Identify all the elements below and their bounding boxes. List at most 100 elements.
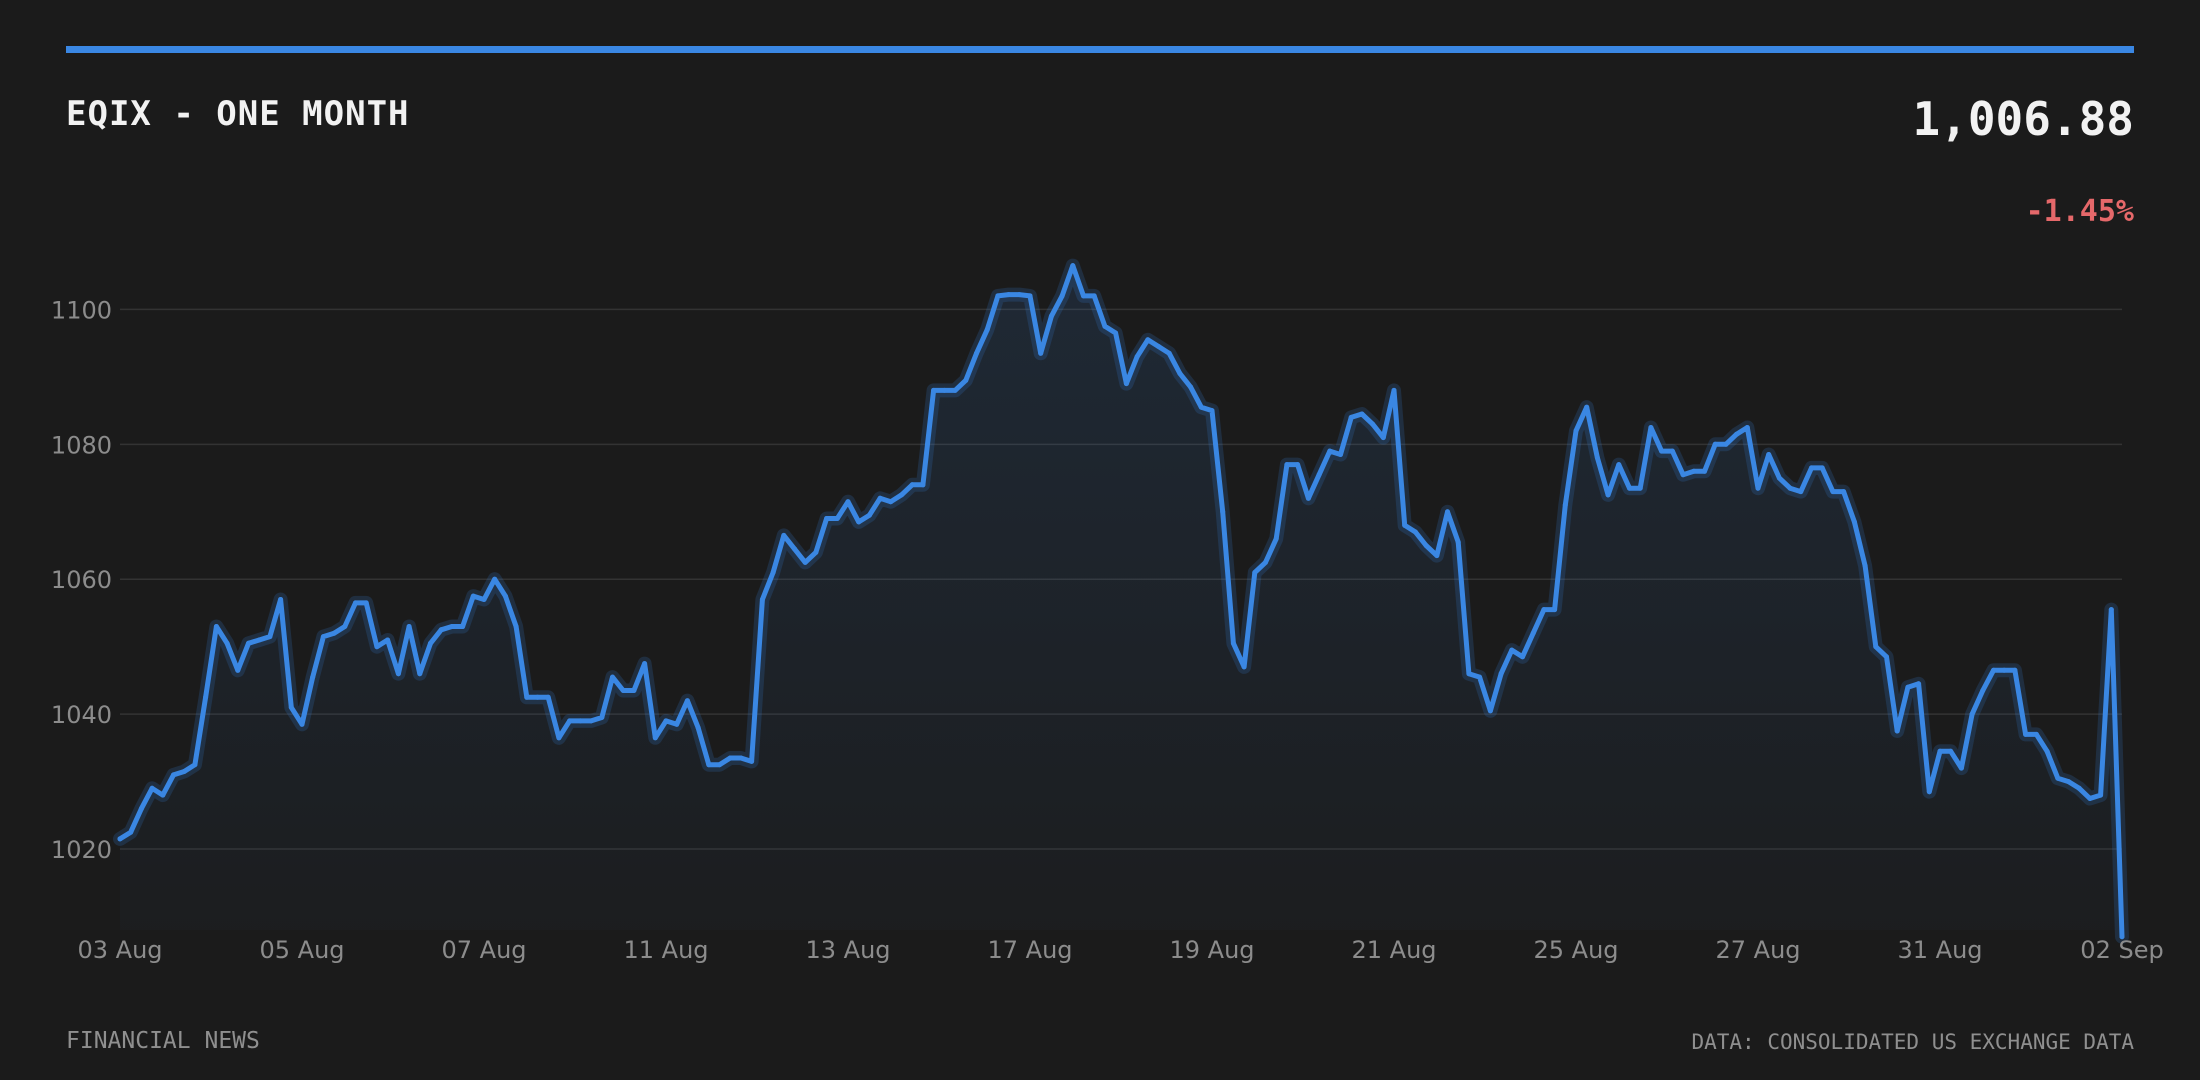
data-point [1627, 485, 1632, 491]
data-point [288, 704, 294, 710]
data-point [984, 327, 990, 333]
data-point [684, 698, 690, 704]
data-point [545, 694, 551, 700]
data-point [224, 640, 230, 646]
data-point [181, 769, 187, 774]
data-point [931, 387, 937, 393]
data-point [278, 597, 284, 602]
data-point [1926, 789, 1932, 795]
data-point [1123, 381, 1129, 387]
data-point [524, 694, 530, 700]
data-point [1659, 448, 1665, 454]
x-tick-label: 07 Aug [441, 936, 526, 964]
data-point [1916, 681, 1922, 687]
data-point [674, 721, 680, 727]
data-point [727, 755, 733, 761]
data-point [1573, 428, 1579, 434]
data-point [1412, 529, 1418, 535]
data-point [128, 829, 134, 835]
data-point [824, 516, 830, 521]
data-point [1991, 667, 1996, 673]
data-point [117, 836, 123, 842]
data-point [1048, 313, 1054, 319]
data-point [834, 516, 840, 521]
data-point [310, 674, 316, 680]
x-tick-label: 05 Aug [259, 936, 344, 964]
data-point [1755, 485, 1761, 491]
data-point [642, 661, 648, 667]
data-point [1348, 414, 1354, 420]
data-point [770, 570, 776, 575]
data-point [1723, 441, 1729, 447]
data-point [1884, 654, 1889, 660]
data-point [1209, 408, 1215, 414]
data-point [417, 671, 423, 677]
data-point [449, 624, 455, 629]
data-point [813, 549, 819, 555]
data-point [1851, 519, 1857, 525]
data-point [2023, 731, 2029, 737]
data-point [1541, 607, 1547, 613]
y-tick-label: 1040 [51, 701, 112, 729]
source-label: FINANCIAL NEWS [66, 1028, 260, 1054]
data-point [2076, 785, 2082, 791]
price-area [120, 265, 2122, 937]
data-point [470, 593, 476, 599]
data-point [1423, 543, 1429, 548]
data-point [888, 499, 894, 505]
data-point [1584, 404, 1590, 410]
data-point [1862, 563, 1868, 569]
data-point [1937, 748, 1943, 754]
data-point [1252, 570, 1258, 575]
data-point [1669, 448, 1675, 454]
data-point [1905, 684, 1911, 690]
data-point [631, 688, 637, 693]
data-point [171, 772, 176, 778]
data-point [866, 512, 872, 518]
data-point [1338, 452, 1343, 457]
data-point [792, 546, 797, 552]
x-tick-label: 02 Sep [2080, 936, 2163, 964]
data-point [1273, 536, 1279, 542]
data-point [2044, 748, 2050, 754]
data-point [1830, 489, 1836, 495]
data-point [610, 674, 615, 680]
data-point [1305, 495, 1311, 501]
x-tick-label: 03 Aug [77, 936, 162, 964]
data-point [567, 718, 573, 724]
data-point [160, 792, 166, 798]
data-point [342, 624, 348, 629]
data-point [1948, 748, 1954, 754]
data-point [1091, 293, 1097, 299]
data-point [2098, 792, 2104, 798]
data-point [1594, 455, 1600, 461]
data-point [1241, 664, 1247, 670]
data-point [192, 762, 198, 768]
top-accent-bar [66, 46, 2134, 53]
data-point [1819, 465, 1825, 471]
data-point [738, 755, 744, 761]
data-point [256, 637, 262, 643]
y-tick-label: 1060 [51, 566, 112, 594]
data-point [1744, 425, 1750, 430]
data-point [974, 350, 979, 356]
data-point [363, 600, 369, 606]
data-point [1776, 475, 1782, 481]
data-point [2001, 667, 2007, 673]
data-point [1873, 644, 1879, 650]
data-point [1466, 671, 1472, 677]
last-price: 1,006.88 [1912, 92, 2134, 146]
data-point [652, 735, 658, 741]
x-tick-label: 25 Aug [1533, 936, 1618, 964]
data-point [1445, 509, 1450, 515]
data-point [899, 492, 904, 498]
area-fill [120, 265, 2122, 937]
data-point [353, 600, 358, 606]
data-point [717, 762, 722, 768]
data-point [481, 597, 487, 602]
data-point [267, 634, 273, 640]
data-point [374, 644, 380, 650]
data-point [620, 688, 626, 693]
data-point [385, 637, 391, 643]
data-point [1198, 404, 1204, 410]
